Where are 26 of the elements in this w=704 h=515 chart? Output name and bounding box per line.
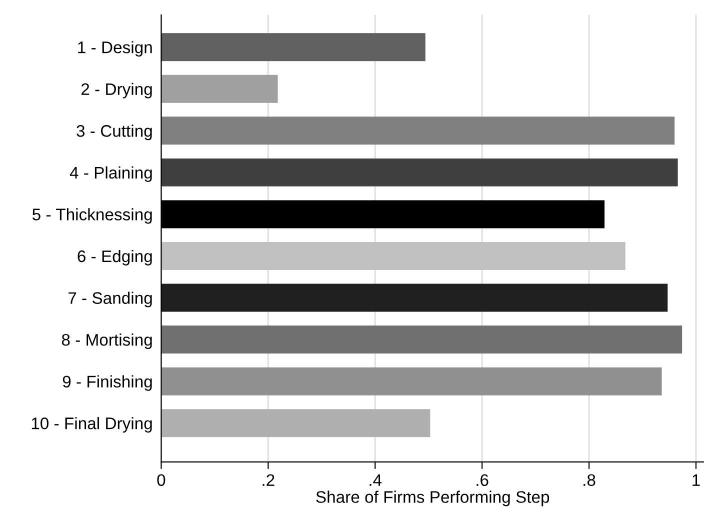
- y-tick-label: 8 - Mortising: [62, 334, 152, 350]
- bar: [161, 284, 668, 312]
- bar: [161, 367, 662, 396]
- bar: [161, 326, 682, 354]
- bar: [161, 158, 678, 186]
- x-tick-label: 0: [157, 474, 166, 486]
- bar: [161, 116, 675, 145]
- y-tick-label: 2 - Drying: [81, 82, 152, 98]
- y-tick-label: 4 - Plaining: [70, 166, 152, 182]
- x-tick-label: .2: [262, 474, 274, 486]
- y-tick-label: 1 - Design: [78, 41, 152, 57]
- x-tick-label: .6: [476, 474, 488, 486]
- x-axis-title: Share of Firms Performing Step: [316, 490, 550, 506]
- bar: [161, 242, 626, 270]
- y-tick-label: 6 - Edging: [78, 250, 152, 266]
- bar: [161, 409, 430, 438]
- y-tick-label: 7 - Sanding: [68, 292, 152, 308]
- x-tick-label: .4: [370, 474, 382, 486]
- bar: [161, 33, 426, 62]
- y-tick-label: 5 - Thicknessing: [32, 208, 152, 224]
- x-tick-label: .8: [584, 474, 596, 486]
- y-tick-label: 10 - Final Drying: [32, 417, 152, 433]
- bar: [161, 74, 278, 103]
- y-tick-label: 3 - Cutting: [76, 124, 152, 140]
- y-tick-label: 9 - Finishing: [62, 375, 152, 391]
- x-tick-label: 1: [692, 474, 700, 486]
